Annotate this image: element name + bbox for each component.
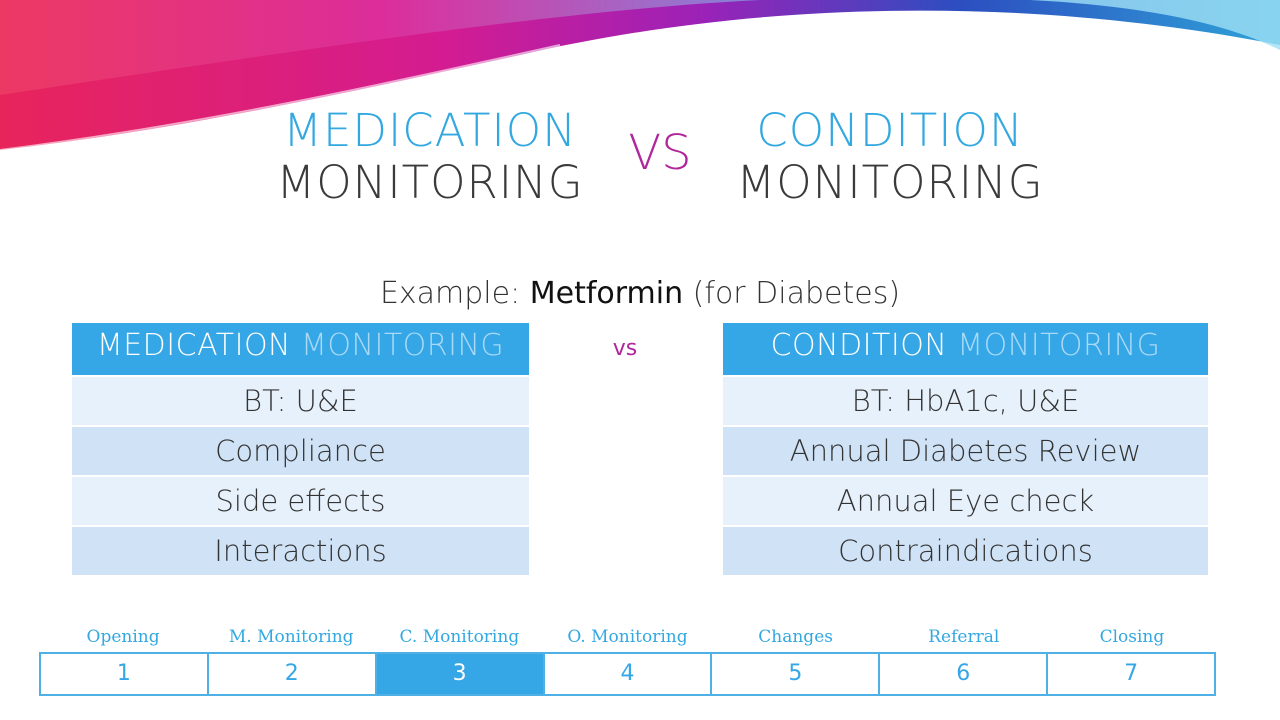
example-line: Example: Metformin (for Diabetes) [0,276,1280,311]
nav-label-m-monitoring: M. Monitoring [228,627,354,647]
medication-monitoring-table: MEDICATION MONITORING BT: U&E Compliance… [72,323,529,575]
nav-label-opening: Opening [86,627,160,647]
nav-labels: Opening M. Monitoring C. Monitoring O. M… [39,624,1216,652]
table-row: Side effects [72,475,529,525]
title-vs: VS [628,125,692,181]
title-medication-monitoring: MEDICATION MONITORING [250,105,610,209]
nav-step-1[interactable]: 1 [41,654,209,694]
table-row: Compliance [72,425,529,475]
nav-label-changes: Changes [758,627,833,647]
title-condition-monitoring: CONDITION MONITORING [710,105,1070,209]
nav-step-3[interactable]: 3 [376,654,545,694]
title-left-line1: MEDICATION [283,104,577,157]
table-row: Annual Eye check [723,475,1208,525]
medication-header-a: MEDICATION [96,328,302,363]
nav-step-6[interactable]: 6 [880,654,1049,694]
medication-header-b: MONITORING [301,328,505,363]
title-right-line1: CONDITION [756,104,1024,157]
example-suffix: (for Diabetes) [683,276,901,311]
nav-label-closing: Closing [1099,627,1165,647]
section-navigation: Opening M. Monitoring C. Monitoring O. M… [39,624,1216,696]
middle-vs: vs [612,336,638,361]
table-row: Contraindications [723,525,1208,575]
table-row: BT: HbA1c, U&E [723,375,1208,425]
nav-label-referral: Referral [928,627,1000,647]
nav-step-boxes: 1 2 3 4 5 6 7 [39,652,1216,696]
nav-label-c-monitoring: C. Monitoring [399,627,520,647]
condition-header-b: MONITORING [957,328,1161,363]
nav-step-7[interactable]: 7 [1048,654,1215,694]
table-row: BT: U&E [72,375,529,425]
decorative-swoosh [0,0,1280,151]
title-left-line2: MONITORING [276,156,584,209]
nav-label-o-monitoring: O. Monitoring [567,627,688,647]
condition-table-header: CONDITION MONITORING [723,323,1208,375]
medication-table-header: MEDICATION MONITORING [72,323,529,375]
nav-step-2[interactable]: 2 [208,654,377,694]
condition-header-a: CONDITION [770,328,958,363]
title-right-line2: MONITORING [736,156,1044,209]
table-row: Annual Diabetes Review [723,425,1208,475]
table-row: Interactions [72,525,529,575]
example-prefix: Example: [379,276,530,311]
nav-step-5[interactable]: 5 [712,654,881,694]
condition-monitoring-table: CONDITION MONITORING BT: HbA1c, U&E Annu… [723,323,1208,575]
example-drug: Metformin [529,276,684,311]
nav-step-4[interactable]: 4 [544,654,713,694]
